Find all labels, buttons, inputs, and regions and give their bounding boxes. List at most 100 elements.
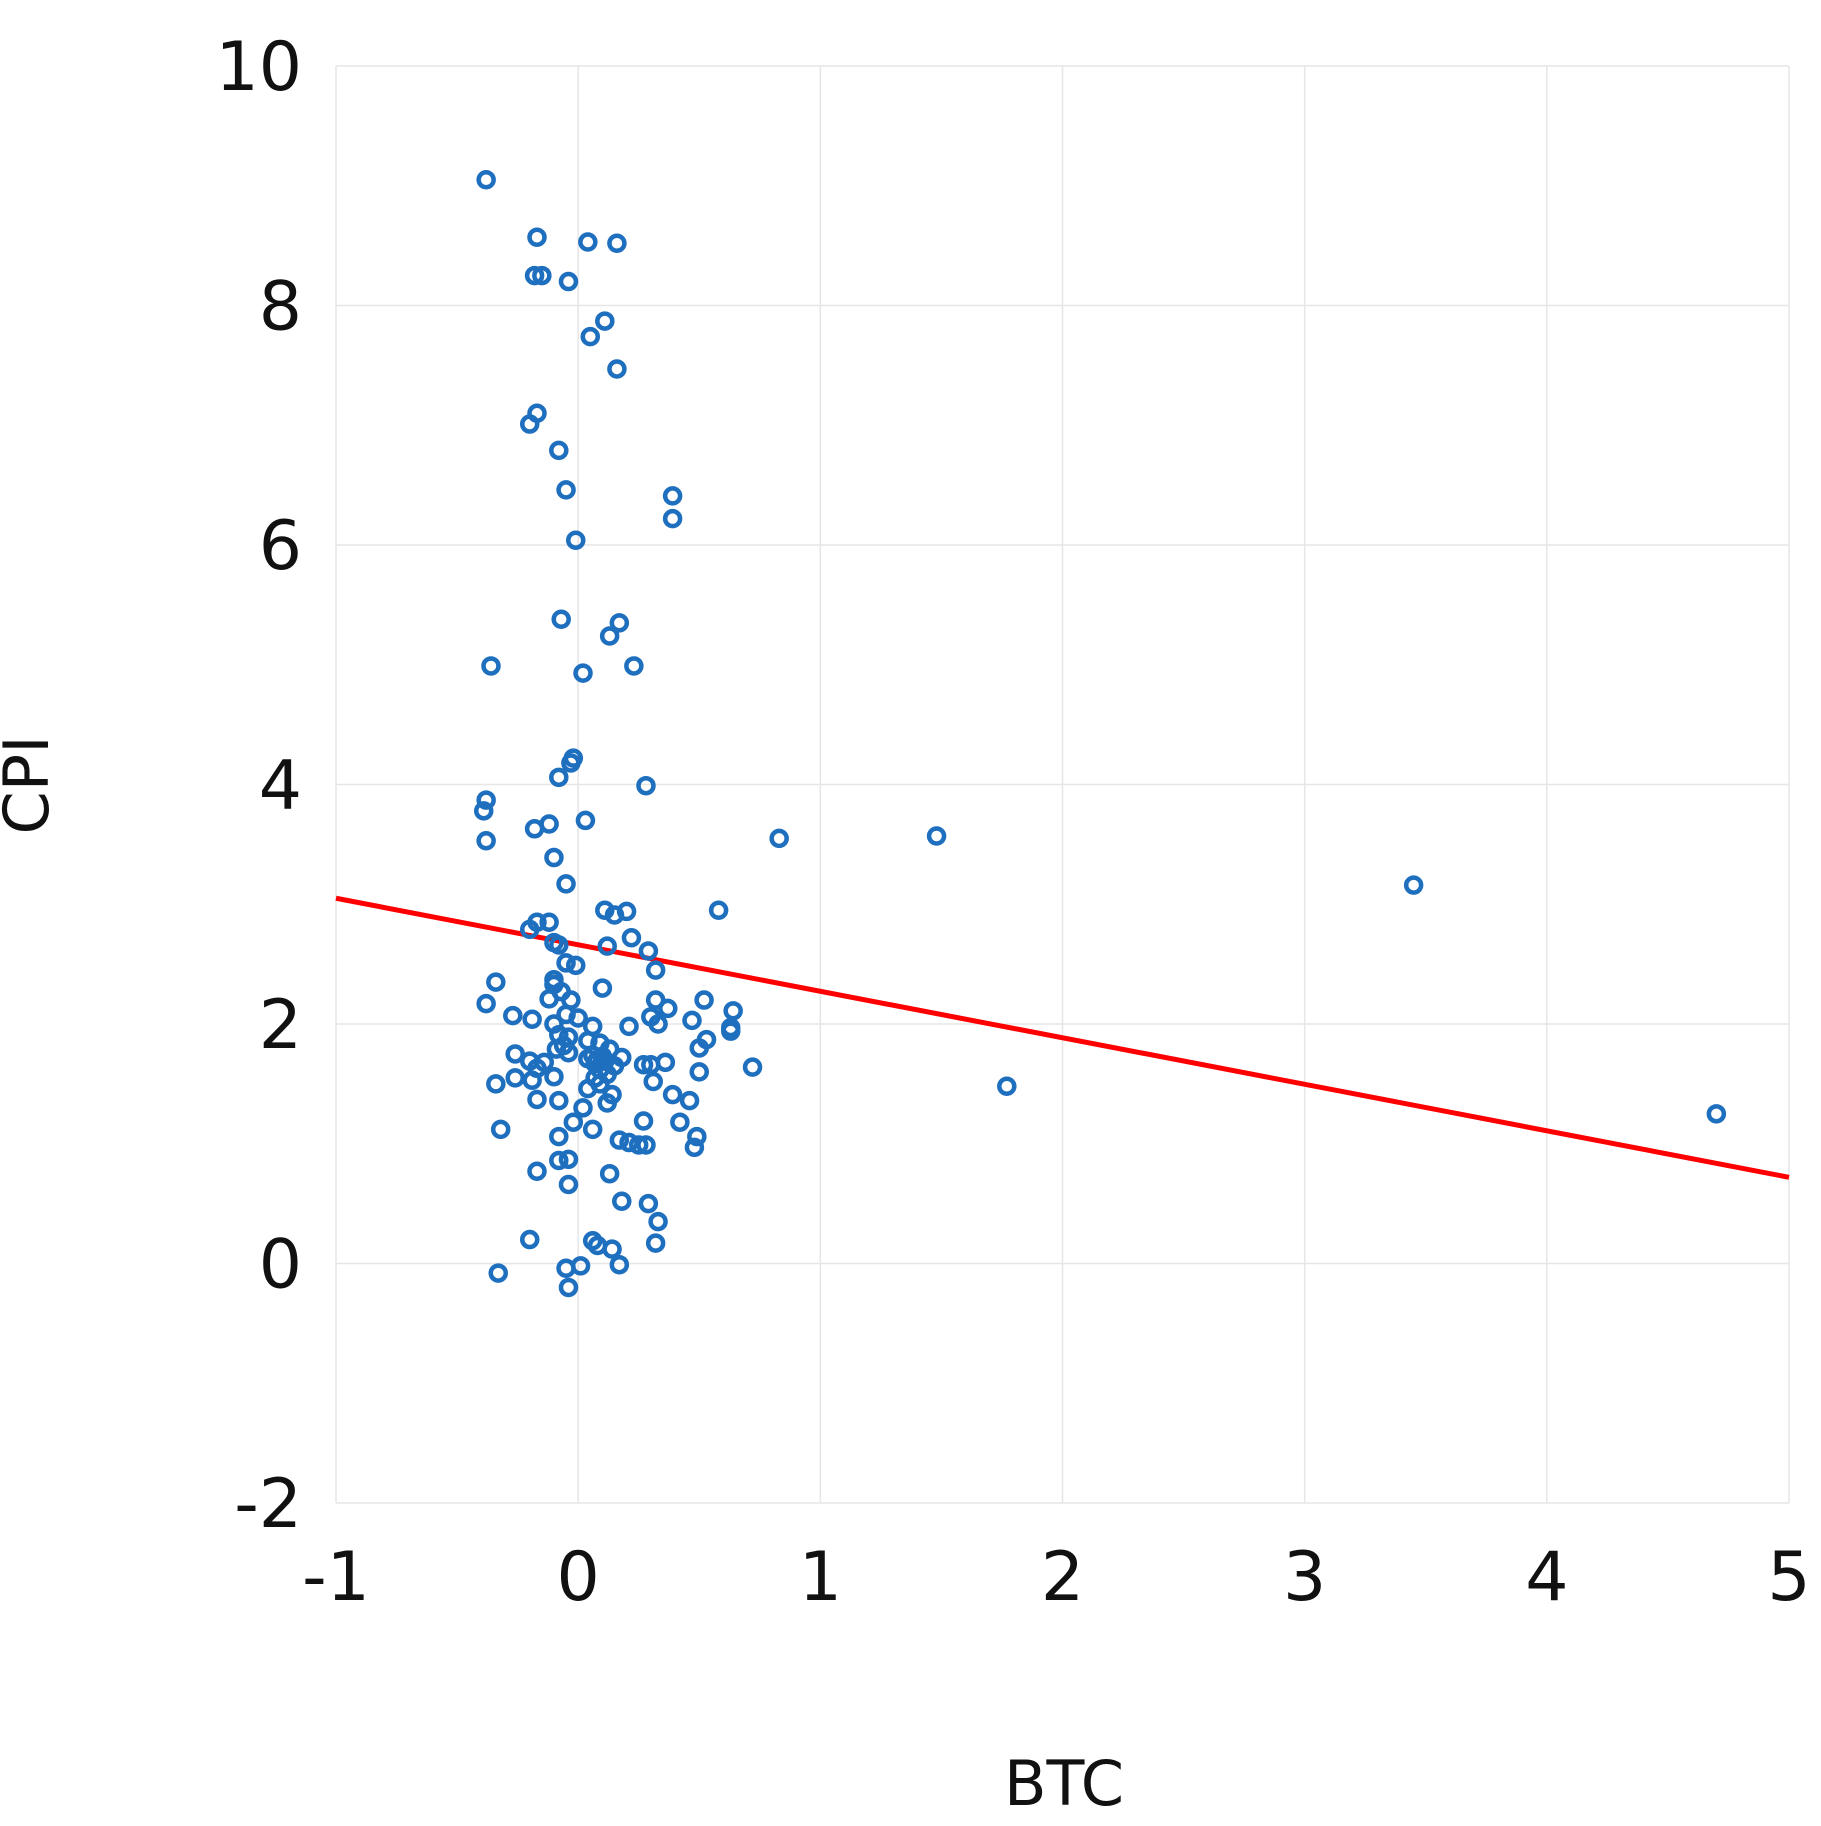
data-point bbox=[565, 955, 586, 976]
x-tick-label: 3 bbox=[1283, 1538, 1326, 1617]
data-point bbox=[486, 972, 506, 992]
data-point bbox=[687, 1126, 707, 1147]
data-point bbox=[689, 1062, 709, 1082]
data-point bbox=[926, 826, 947, 846]
data-point bbox=[638, 941, 659, 961]
data-point bbox=[481, 656, 501, 676]
data-point bbox=[544, 1066, 564, 1087]
data-point bbox=[628, 1135, 649, 1155]
data-point bbox=[682, 1010, 702, 1031]
y-tick-label: 6 bbox=[259, 507, 302, 586]
data-point bbox=[490, 1119, 511, 1140]
trend-line bbox=[335, 895, 1790, 1180]
data-point bbox=[769, 828, 789, 849]
x-tick-label: 1 bbox=[799, 1538, 842, 1617]
data-point bbox=[558, 1174, 579, 1195]
data-point bbox=[549, 935, 569, 955]
x-tick-label: 4 bbox=[1525, 1538, 1568, 1617]
data-point bbox=[619, 1132, 639, 1153]
x-tick-label: 0 bbox=[557, 1538, 600, 1617]
data-point bbox=[527, 1089, 547, 1110]
data-point bbox=[558, 1149, 579, 1170]
y-tick-label: -2 bbox=[234, 1465, 302, 1544]
data-point bbox=[720, 1021, 741, 1041]
data-point bbox=[556, 874, 576, 894]
data-point bbox=[580, 326, 601, 347]
data-point bbox=[476, 170, 496, 190]
data-point bbox=[633, 1111, 654, 1131]
data-point bbox=[599, 1163, 620, 1184]
data-point bbox=[645, 1233, 666, 1253]
data-point bbox=[488, 1263, 509, 1283]
data-point bbox=[723, 1001, 743, 1021]
data-point bbox=[609, 613, 630, 633]
data-point bbox=[556, 480, 576, 500]
data-point bbox=[563, 1112, 584, 1132]
data-point bbox=[658, 998, 678, 1019]
data-point bbox=[565, 530, 586, 550]
data-point bbox=[505, 1044, 525, 1064]
data-point bbox=[619, 1016, 639, 1037]
data-point bbox=[689, 1038, 709, 1058]
data-point bbox=[595, 900, 615, 920]
data-point bbox=[532, 265, 552, 286]
data-point bbox=[604, 905, 625, 925]
data-point bbox=[527, 227, 547, 247]
data-point bbox=[558, 1042, 579, 1063]
data-point bbox=[648, 1014, 668, 1034]
data-point bbox=[556, 953, 576, 973]
data-point bbox=[638, 1193, 659, 1214]
data-point bbox=[609, 1254, 630, 1275]
data-point bbox=[609, 1130, 630, 1150]
data-point bbox=[708, 900, 729, 920]
data-point bbox=[549, 1150, 569, 1171]
data-point bbox=[558, 271, 579, 292]
data-point bbox=[633, 1054, 654, 1075]
data-point bbox=[519, 1229, 540, 1250]
data-point bbox=[549, 1090, 569, 1111]
data-point bbox=[544, 847, 564, 868]
data-point bbox=[1706, 1104, 1727, 1124]
data-point bbox=[573, 663, 593, 683]
y-tick-labels: -2 0 2 4 6 8 10 bbox=[215, 28, 302, 1544]
data-point bbox=[476, 993, 496, 1014]
y-tick-label: 8 bbox=[259, 268, 302, 347]
data-point bbox=[742, 1057, 763, 1077]
data-point bbox=[522, 1070, 542, 1091]
data-point bbox=[612, 1191, 632, 1211]
data-point bbox=[645, 960, 666, 980]
data-point bbox=[592, 978, 613, 998]
data-point bbox=[636, 1135, 656, 1155]
data-point bbox=[1403, 875, 1424, 895]
data-point bbox=[561, 753, 581, 773]
y-axis-label: CPI bbox=[0, 736, 63, 835]
data-point bbox=[578, 1078, 598, 1099]
data-point bbox=[624, 656, 644, 676]
y-tick-label: 2 bbox=[259, 986, 302, 1065]
x-tick-label: 2 bbox=[1041, 1538, 1084, 1617]
data-point bbox=[473, 801, 494, 821]
data-point bbox=[684, 1137, 705, 1158]
data-point bbox=[486, 1074, 506, 1094]
data-point bbox=[607, 359, 627, 379]
x-axis-label: BTC bbox=[1004, 1747, 1124, 1820]
data-point bbox=[505, 1068, 525, 1088]
data-point bbox=[578, 232, 598, 252]
points-layer bbox=[473, 170, 1727, 1298]
data-point bbox=[621, 928, 642, 948]
data-point bbox=[679, 1090, 700, 1111]
y-tick-label: 0 bbox=[259, 1226, 302, 1305]
data-point bbox=[556, 1258, 576, 1279]
data-point bbox=[476, 790, 496, 810]
data-point bbox=[595, 311, 615, 331]
trend-line-layer bbox=[335, 895, 1790, 1180]
data-point bbox=[670, 1112, 690, 1132]
data-point bbox=[568, 1008, 588, 1028]
data-point bbox=[648, 1211, 668, 1232]
y-tick-label: 4 bbox=[259, 747, 302, 826]
data-point bbox=[522, 1009, 542, 1029]
data-point bbox=[524, 265, 545, 286]
data-point bbox=[997, 1076, 1017, 1097]
